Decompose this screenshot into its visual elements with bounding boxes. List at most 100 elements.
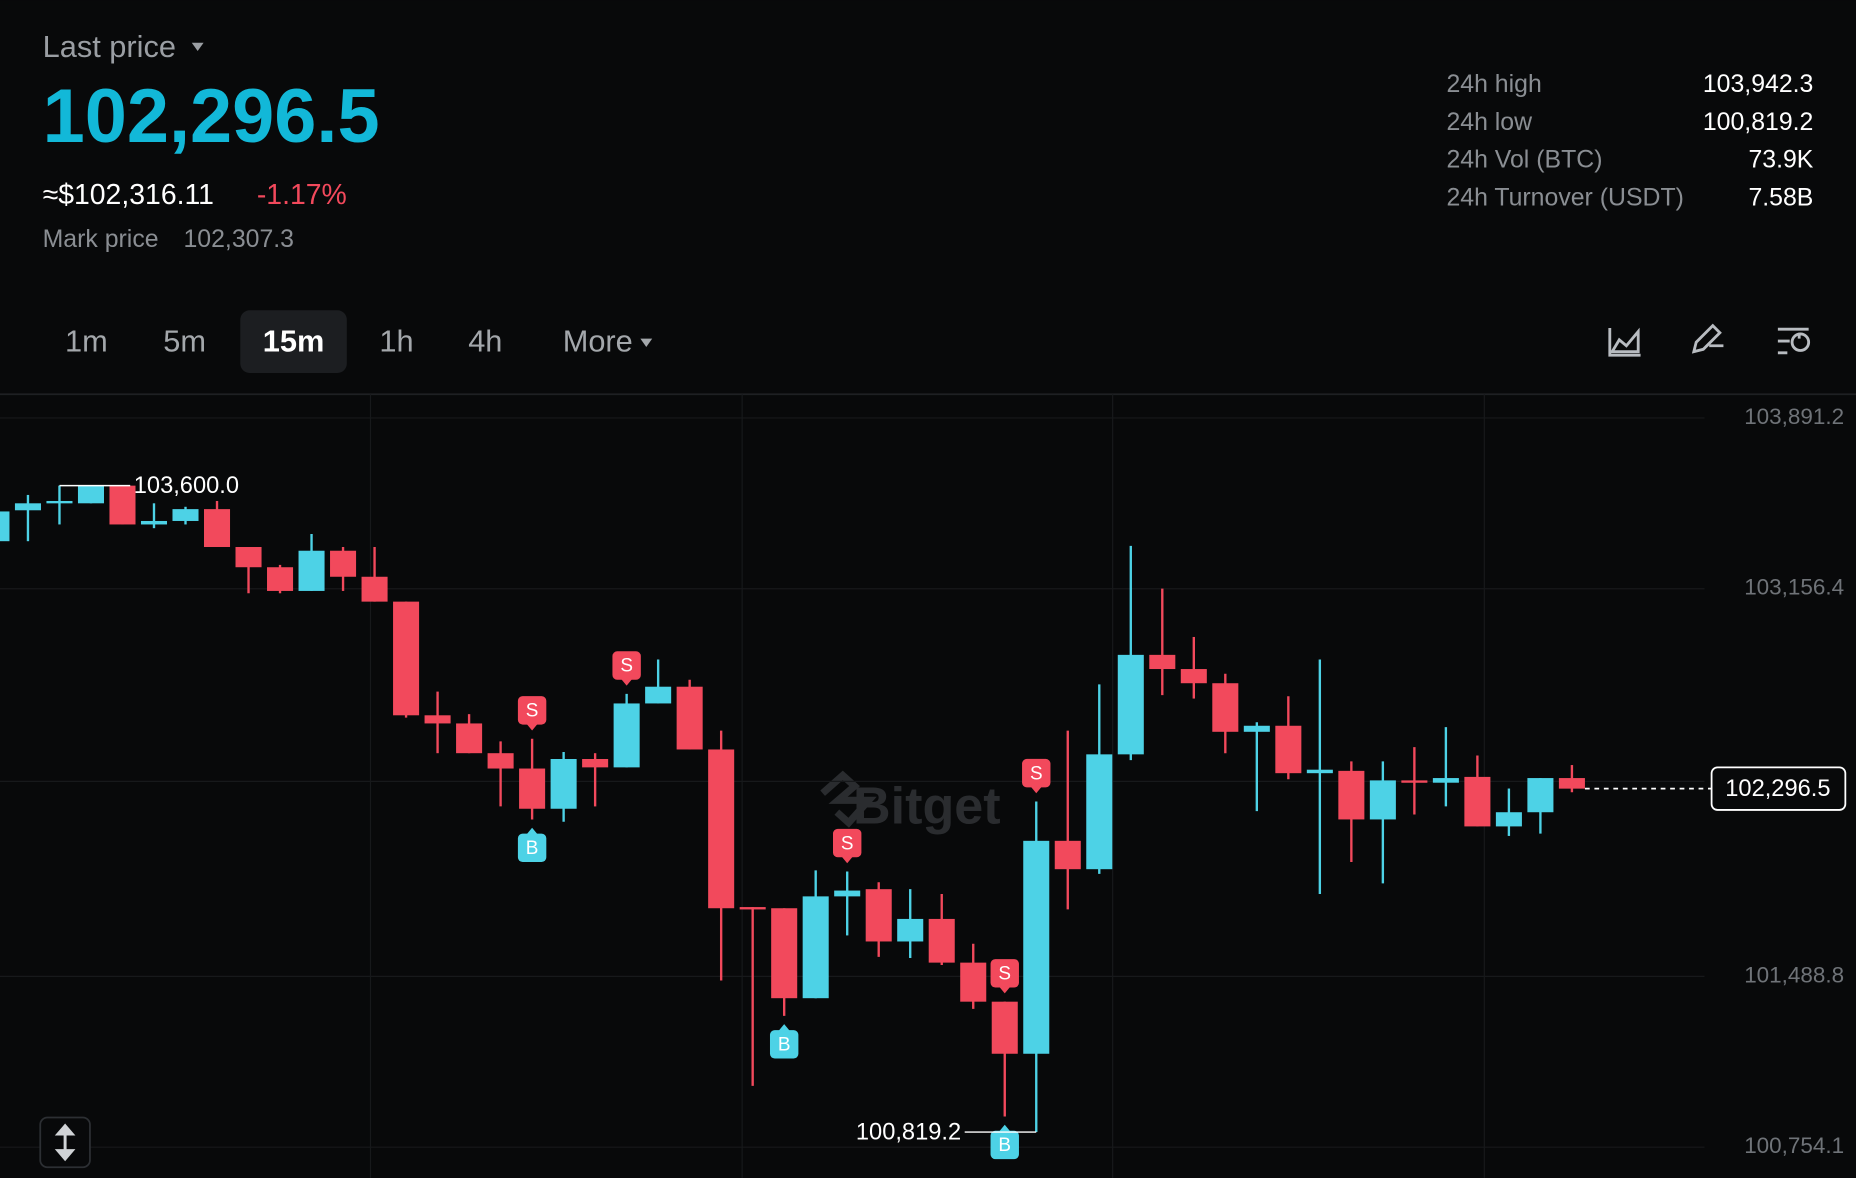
candle-body [487,753,514,769]
candle-body [771,908,798,999]
candle-body [361,576,388,602]
buy-marker [990,1130,1019,1160]
tab[interactable]: 1m [65,324,108,359]
candle-body [203,509,231,548]
tab[interactable]: 5m [163,324,206,359]
candle-body [928,918,955,963]
candle-body [1369,780,1396,820]
candle-body [865,889,892,942]
candle-body [1054,840,1081,870]
candle-body [1558,778,1585,789]
stat-value: 7.58B [1748,185,1813,212]
stat-value: 100,819.2 [1703,109,1814,136]
y-tick-label: 101,488.8 [1744,962,1844,987]
stats: 24h high 103,942.3 24h low 100,819.2 24h Vol… [1446,71,1813,212]
candle-body [676,686,703,750]
marker-pointer [1030,786,1043,794]
last-price-label[interactable]: Last price [43,29,176,64]
y-tick-label: 103,156.4 [1744,575,1844,600]
stat-label: 24h Turnover (USDT) [1446,185,1683,212]
low-label: 100,819.2 [856,1119,961,1145]
marker-label: S [998,963,1011,984]
toolbar [1608,323,1811,357]
candle-body [172,509,199,521]
watermark: Bitget [853,778,1001,836]
tab[interactable]: 1h [379,324,413,359]
approx-usd: ≈$102,316.11 [43,179,214,211]
candle-body [739,907,766,910]
candle-body [1401,780,1428,783]
draw-icon[interactable] [1691,323,1724,354]
high-label: 103,600.0 [134,473,239,499]
candle-body [1180,669,1207,684]
candle-body [456,723,483,754]
candle-body [1212,683,1239,732]
resize-icon [54,1123,76,1162]
marker-pointer [526,827,539,835]
active-tab-bg [240,310,347,373]
mark-price: 102,307.3 [183,226,294,253]
marker-pointer [526,723,539,731]
indicator-icon[interactable] [1608,327,1641,357]
tab[interactable]: More [563,324,633,359]
marker-label: B [778,1034,791,1055]
marker-label: B [998,1135,1011,1156]
active-tab[interactable]: 15m [263,324,325,359]
candle-body [298,550,325,591]
candle-body [834,890,861,897]
candle-body [235,547,262,568]
stat-label: 24h low [1446,109,1532,136]
candle-body [1464,776,1491,827]
marker-label: S [1030,763,1043,784]
candle-body [1432,778,1459,783]
candle-body [109,485,136,525]
last-price-box [1710,766,1847,811]
candle-body [991,1001,1018,1054]
candle-body [802,896,829,999]
timeframe-tabs: 1m 5m 15m 1h 4h More [65,310,653,373]
stat-value: 73.9K [1748,147,1813,174]
dropdown-caret [640,338,653,347]
candle-body [1275,725,1302,774]
stat-value: 103,942.3 [1703,71,1814,98]
last-price-label: 102,296.5 [1725,776,1830,802]
candle-body [77,485,104,504]
candle-body [1306,769,1333,774]
candle-body [14,503,41,511]
candle-body [1149,654,1176,670]
dropdown-caret[interactable] [191,42,204,52]
candle-body [1117,654,1144,755]
y-tick-label: 103,891.2 [1744,404,1844,429]
candle-body [1338,770,1365,820]
buy-marker [517,833,547,863]
candle-body [550,759,577,809]
candle-body [46,500,73,504]
candle-body [1023,840,1050,1054]
buy-marker [769,1030,799,1059]
candle-body [708,749,735,909]
candle-body [140,520,168,525]
candle-body [1495,812,1522,827]
candlestick-chart: 103,891.2103,156.4101,488.8100,754.1SBSB… [0,404,1847,1160]
change-percent: -1.17% [257,179,347,211]
candle-body [613,703,640,768]
candle-body [1086,754,1113,870]
sell-marker [832,828,862,858]
candle-body [645,686,672,704]
sell-marker [612,651,641,680]
sell-marker [517,696,547,725]
candle-body [424,715,451,724]
candle-body [582,759,609,768]
candle-body [267,567,294,591]
marker-pointer [841,856,854,864]
candle-body [0,511,10,542]
candle-body [1527,778,1554,813]
sell-marker [1022,758,1051,788]
settings-icon[interactable] [1777,327,1811,355]
tab[interactable]: 4h [468,324,502,359]
marker-pointer [620,678,633,686]
marker-pointer [778,1024,791,1032]
mark-price-label: Mark price [43,226,159,253]
